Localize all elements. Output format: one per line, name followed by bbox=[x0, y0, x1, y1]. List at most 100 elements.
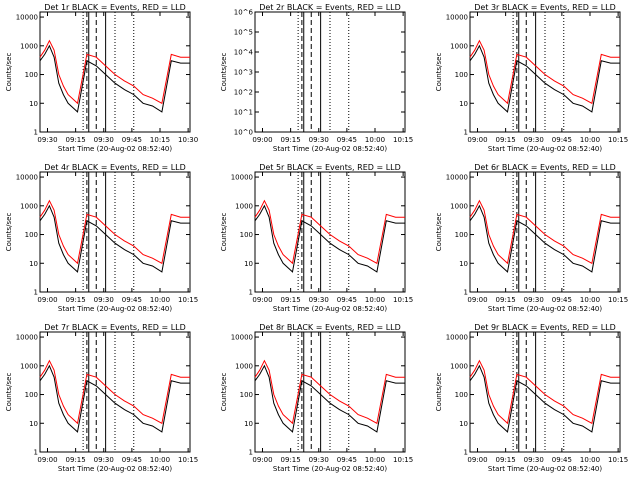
x-tick-label: 09:45 bbox=[122, 136, 142, 144]
events-series-line bbox=[469, 44, 620, 113]
x-tick-label: 10:15 bbox=[393, 296, 413, 304]
y-tick-label: 10^0 bbox=[234, 129, 253, 137]
panel-title: Det 9r BLACK = Events, RED = LLD bbox=[474, 323, 616, 332]
x-tick-label: 09:00 bbox=[467, 136, 487, 144]
events-series-line bbox=[469, 204, 620, 273]
y-axis-label: Counts/sec bbox=[5, 213, 13, 252]
y-tick-label: 1 bbox=[34, 289, 38, 297]
y-axis-label: Counts/sec bbox=[220, 373, 228, 412]
y-tick-label: 100 bbox=[240, 391, 253, 399]
y-axis-label: Counts/sec bbox=[5, 373, 13, 412]
x-tick-label: 10:00 bbox=[150, 456, 170, 464]
x-tick-label: 09:45 bbox=[552, 296, 572, 304]
y-axis-label: Counts/sec bbox=[220, 53, 228, 92]
x-axis-label: Start Time (20-Aug-02 08:52:40) bbox=[488, 305, 602, 313]
panel-title: Det 4r BLACK = Events, RED = LLD bbox=[44, 163, 186, 172]
events-series-line bbox=[39, 44, 190, 113]
x-tick-label: 09:45 bbox=[337, 136, 357, 144]
panel-6: Det 6r BLACK = Events, RED = LLD 1 10 100 10… bbox=[435, 163, 628, 313]
x-tick-label: 09:00 bbox=[467, 456, 487, 464]
events-series-line bbox=[469, 364, 620, 433]
x-tick-label: 09:30 bbox=[309, 296, 329, 304]
y-tick-label: 10^6 bbox=[234, 9, 254, 17]
x-tick-label: 10:30 bbox=[178, 136, 198, 144]
lld-series-line bbox=[469, 39, 620, 105]
panel-7: Det 7r BLACK = Events, RED = LLD 1 10 100 10… bbox=[5, 323, 198, 473]
y-tick-label: 10^4 bbox=[234, 49, 254, 57]
lld-series-line bbox=[39, 359, 190, 425]
x-tick-label: 09:00 bbox=[252, 456, 272, 464]
x-tick-label: 09:30 bbox=[309, 136, 329, 144]
x-tick-label: 09:45 bbox=[337, 456, 357, 464]
y-tick-label: 10^1 bbox=[234, 109, 253, 117]
panel-4: Det 4r BLACK = Events, RED = LLD 1 10 100 10… bbox=[5, 163, 198, 313]
x-axis-label: Start Time (20-Aug-02 08:52:40) bbox=[488, 465, 602, 473]
lld-series-line bbox=[39, 39, 190, 105]
y-tick-label: 10 bbox=[244, 260, 253, 268]
y-tick-label: 1 bbox=[249, 289, 253, 297]
events-series-line bbox=[254, 204, 405, 273]
panel-title: Det 7r BLACK = Events, RED = LLD bbox=[44, 323, 186, 332]
panel-title: Det 5r BLACK = Events, RED = LLD bbox=[259, 163, 401, 172]
x-axis-label: Start Time (20-Aug-02 08:52:40) bbox=[273, 145, 387, 153]
x-axis-label: Start Time (20-Aug-02 08:52:40) bbox=[58, 305, 172, 313]
y-tick-label: 10 bbox=[29, 420, 38, 428]
panel-title: Det 1r BLACK = Events, RED = LLD bbox=[44, 3, 186, 12]
x-tick-label: 09:00 bbox=[467, 296, 487, 304]
x-tick-label: 09:00 bbox=[252, 296, 272, 304]
y-tick-label: 10 bbox=[29, 100, 38, 108]
x-axis-label: Start Time (20-Aug-02 08:52:40) bbox=[488, 145, 602, 153]
panel-title: Det 8r BLACK = Events, RED = LLD bbox=[259, 323, 401, 332]
x-tick-label: 10:00 bbox=[580, 456, 600, 464]
x-tick-label: 10:15 bbox=[608, 296, 628, 304]
y-tick-label: 100 bbox=[25, 391, 38, 399]
y-axis-label: Counts/sec bbox=[435, 373, 443, 412]
panel-title: Det 3r BLACK = Events, RED = LLD bbox=[474, 3, 616, 12]
panel-title: Det 6r BLACK = Events, RED = LLD bbox=[474, 163, 616, 172]
x-tick-label: 09:15 bbox=[66, 456, 86, 464]
y-tick-label: 100 bbox=[25, 231, 38, 239]
x-tick-label: 09:15 bbox=[281, 296, 301, 304]
x-tick-label: 09:00 bbox=[37, 296, 57, 304]
x-tick-label: 10:15 bbox=[608, 456, 628, 464]
y-tick-label: 1000 bbox=[20, 202, 38, 210]
x-axis-label: Start Time (20-Aug-02 08:52:40) bbox=[273, 305, 387, 313]
x-tick-label: 09:30 bbox=[524, 296, 544, 304]
y-tick-label: 10000 bbox=[446, 334, 468, 342]
x-tick-label: 10:15 bbox=[178, 296, 198, 304]
x-tick-label: 09:30 bbox=[309, 456, 329, 464]
y-tick-label: 10 bbox=[459, 260, 468, 268]
x-tick-label: 10:00 bbox=[580, 296, 600, 304]
y-tick-label: 1000 bbox=[450, 362, 468, 370]
lld-series-line bbox=[469, 199, 620, 265]
y-tick-label: 10 bbox=[29, 260, 38, 268]
y-tick-label: 1000 bbox=[235, 202, 253, 210]
y-tick-label: 1000 bbox=[20, 42, 38, 50]
x-axis-label: Start Time (20-Aug-02 08:52:40) bbox=[273, 465, 387, 473]
lld-series-line bbox=[254, 199, 405, 265]
x-tick-label: 09:15 bbox=[281, 456, 301, 464]
lld-series-line bbox=[39, 199, 190, 265]
x-tick-label: 09:15 bbox=[496, 136, 516, 144]
y-tick-label: 10^2 bbox=[234, 89, 253, 97]
y-tick-label: 1000 bbox=[450, 202, 468, 210]
y-tick-label: 10000 bbox=[16, 14, 38, 22]
x-tick-label: 09:30 bbox=[524, 456, 544, 464]
panel-title: Det 2r BLACK = Events, RED = LLD bbox=[259, 3, 401, 12]
y-tick-label: 10000 bbox=[231, 174, 253, 182]
x-tick-label: 10:00 bbox=[365, 296, 385, 304]
x-tick-label: 09:15 bbox=[66, 136, 86, 144]
y-tick-label: 100 bbox=[240, 231, 253, 239]
x-tick-label: 09:15 bbox=[496, 456, 516, 464]
panel-1: Det 1r BLACK = Events, RED = LLD 1 10 100 10… bbox=[5, 3, 198, 153]
y-tick-label: 1 bbox=[464, 129, 468, 137]
lld-series-line bbox=[254, 359, 405, 425]
lld-series-line bbox=[469, 359, 620, 425]
x-tick-label: 10:15 bbox=[393, 136, 413, 144]
y-tick-label: 1 bbox=[249, 449, 253, 457]
x-tick-label: 10:15 bbox=[178, 456, 198, 464]
y-tick-label: 1 bbox=[464, 449, 468, 457]
y-tick-label: 10000 bbox=[16, 174, 38, 182]
x-axis-label: Start Time (20-Aug-02 08:52:40) bbox=[58, 465, 172, 473]
